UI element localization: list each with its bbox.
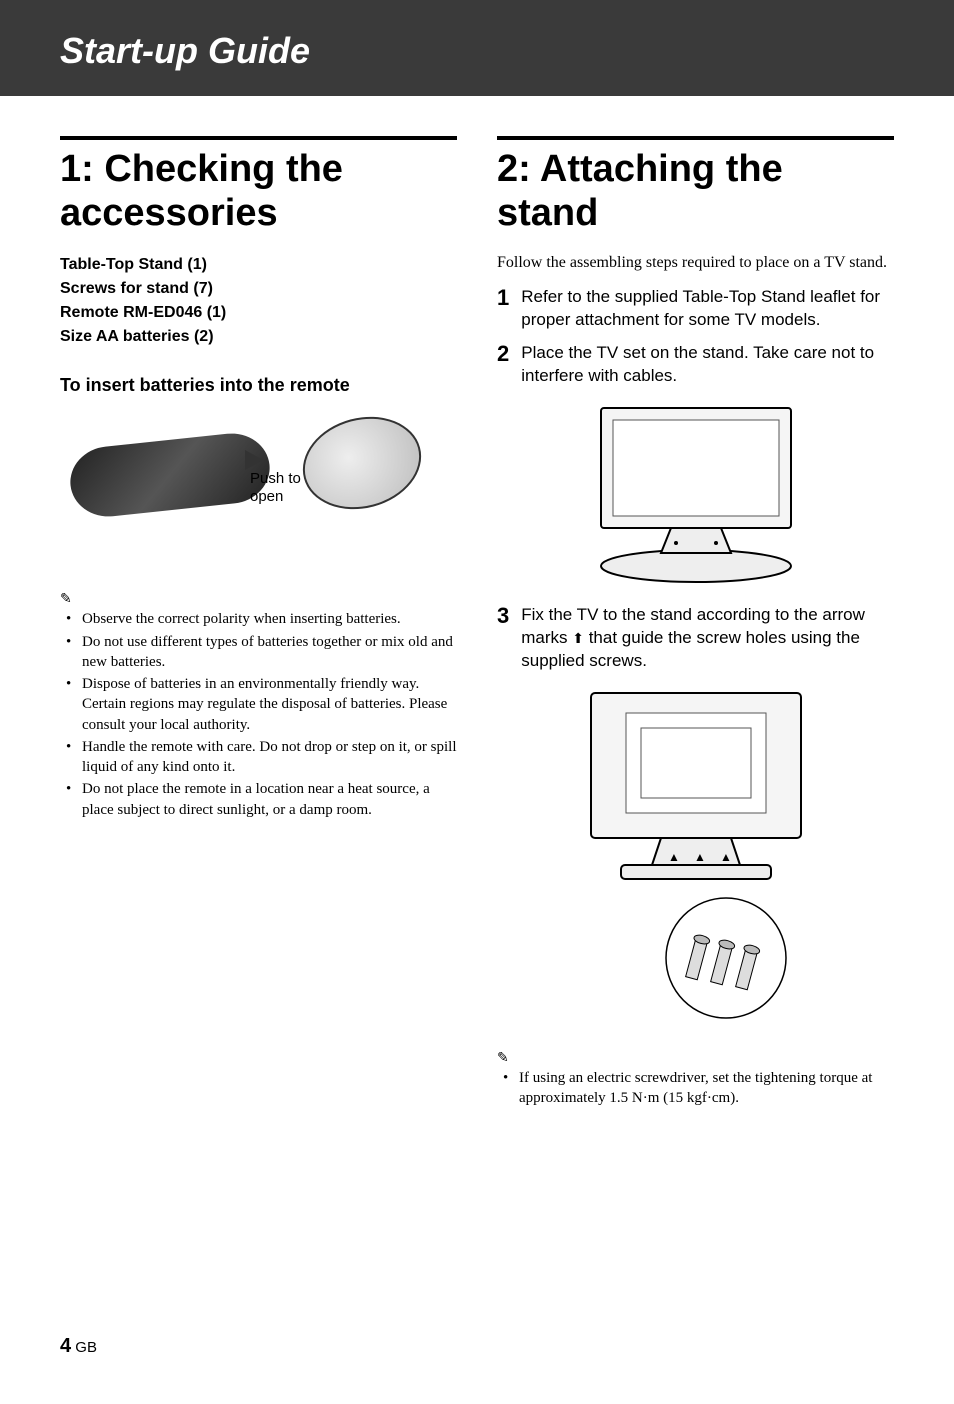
left-column: 1: Checking the accessories Table-Top St… <box>60 136 457 1110</box>
battery-compartment-shape <box>292 404 431 522</box>
accessory-item: Screws for stand (7) <box>60 277 457 301</box>
list-item: Do not place the remote in a location ne… <box>72 779 457 820</box>
arrow-right-icon <box>245 450 263 470</box>
remote-body-shape <box>67 430 273 521</box>
accessory-item: Remote RM-ED046 (1) <box>60 301 457 325</box>
accessory-list: Table-Top Stand (1) Screws for stand (7)… <box>60 253 457 349</box>
svg-text:▲: ▲ <box>668 850 680 864</box>
header-title: Start-up Guide <box>60 30 954 72</box>
svg-text:▲: ▲ <box>694 850 706 864</box>
step-1: 1 Refer to the supplied Table-Top Stand … <box>497 286 894 332</box>
step-number: 2 <box>497 342 509 388</box>
push-label-line1: Push to <box>250 470 301 487</box>
step-number: 1 <box>497 286 509 332</box>
header-bar: Start-up Guide <box>0 0 954 96</box>
content-columns: 1: Checking the accessories Table-Top St… <box>0 136 954 1110</box>
stand-notes-list: If using an electric screwdriver, set th… <box>497 1068 894 1109</box>
step-text: Place the TV set on the stand. Take care… <box>521 342 894 388</box>
insert-batteries-heading: To insert batteries into the remote <box>60 375 457 396</box>
list-item: If using an electric screwdriver, set th… <box>509 1068 894 1109</box>
page-number: 4 <box>60 1335 71 1357</box>
step-text: Refer to the supplied Table-Top Stand le… <box>521 286 894 332</box>
page-footer: 4 GB <box>60 1335 97 1358</box>
push-to-open-label: Push to open <box>250 470 301 506</box>
list-item: Observe the correct polarity when insert… <box>72 609 457 629</box>
note-icon: ✎ <box>497 1049 894 1066</box>
page-lang: GB <box>75 1339 97 1356</box>
section-title-right: 2: Attaching the stand <box>497 148 894 235</box>
tv-on-stand-figure-1 <box>571 398 821 588</box>
step-number: 3 <box>497 604 509 673</box>
list-item: Do not use different types of batteries … <box>72 632 457 673</box>
battery-notes-list: Observe the correct polarity when insert… <box>60 609 457 820</box>
arrow-up-icon: ⬆ <box>572 630 584 646</box>
section-rule <box>60 136 457 140</box>
accessory-item: Size AA batteries (2) <box>60 325 457 349</box>
list-item: Dispose of batteries in an environmental… <box>72 674 457 735</box>
push-label-line2: open <box>250 488 283 505</box>
svg-text:▲: ▲ <box>720 850 732 864</box>
tv-screw-figure-2: ▲ ▲ ▲ <box>566 683 826 1033</box>
intro-text: Follow the assembling steps required to … <box>497 253 894 274</box>
note-icon: ✎ <box>60 590 457 607</box>
step-2: 2 Place the TV set on the stand. Take ca… <box>497 342 894 388</box>
right-column: 2: Attaching the stand Follow the assemb… <box>497 136 894 1110</box>
step-3: 3 Fix the TV to the stand according to t… <box>497 604 894 673</box>
accessory-item: Table-Top Stand (1) <box>60 253 457 277</box>
section-rule <box>497 136 894 140</box>
remote-figure: Push to open <box>60 410 457 580</box>
list-item: Handle the remote with care. Do not drop… <box>72 737 457 778</box>
step-text: Fix the TV to the stand according to the… <box>521 604 894 673</box>
section-title-left: 1: Checking the accessories <box>60 148 457 235</box>
